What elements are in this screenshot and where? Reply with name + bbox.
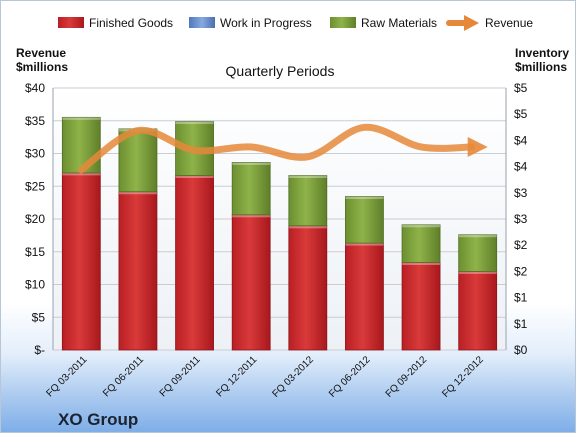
- legend-raw-materials: Raw Materials: [361, 16, 437, 30]
- bar-raw-materials: [231, 162, 271, 216]
- x-tick-label: FQ 03-2012: [270, 354, 316, 400]
- right-tick-label: $1: [514, 291, 528, 305]
- left-tick-label: $-: [34, 343, 45, 357]
- x-tick-label: FQ 12-2011: [214, 354, 259, 399]
- left-tick-label: $20: [25, 212, 45, 226]
- left-axis-title-line2: $millions: [16, 60, 68, 74]
- legend-swatch-revenue: [446, 15, 479, 31]
- bar-highlight: [175, 175, 214, 179]
- bar-finished-goods: [401, 262, 441, 351]
- bar-highlight: [345, 243, 384, 246]
- right-tick-label: $4: [514, 160, 528, 174]
- x-tick-label: FQ 09-2012: [384, 354, 430, 400]
- company-name: XO Group: [58, 410, 138, 429]
- bar-raw-materials: [458, 234, 498, 272]
- left-tick-label: $25: [25, 179, 45, 193]
- right-axis-title-line1: Inventory: [515, 46, 569, 60]
- right-tick-label: $5: [514, 81, 528, 95]
- x-tick-label: FQ 06-2011: [101, 354, 146, 399]
- bar-highlight: [458, 234, 497, 238]
- bar-raw-materials: [345, 196, 384, 244]
- legend-finished-goods: Finished Goods: [89, 16, 173, 30]
- left-tick-label: $35: [25, 114, 45, 128]
- x-tick-label: FQ 03-2011: [44, 354, 89, 399]
- x-axis-ticks: FQ 03-2011 FQ 06-2011 FQ 09-2011 FQ 12-2011…: [44, 354, 486, 400]
- right-tick-label: $2: [514, 238, 528, 252]
- bar-highlight: [458, 271, 497, 274]
- bar-finished-goods: [458, 270, 498, 351]
- chart-title: Quarterly Periods: [226, 63, 335, 79]
- legend-swatch-finished-goods: [58, 17, 84, 28]
- x-tick-label: FQ 06-2012: [327, 354, 373, 400]
- legend-work-in-progress: Work in Progress: [220, 16, 312, 30]
- right-tick-label: $4: [514, 133, 528, 147]
- right-tick-label: $3: [514, 186, 528, 200]
- left-tick-label: $40: [25, 81, 45, 95]
- left-tick-label: $15: [25, 245, 45, 259]
- bar-finished-goods: [118, 191, 158, 351]
- right-tick-label: $5: [514, 107, 528, 121]
- bar-highlight: [118, 191, 157, 195]
- left-axis-title-line1: Revenue: [16, 46, 66, 60]
- revenue-line: [77, 123, 488, 174]
- bar-highlight: [345, 196, 384, 199]
- x-tick-label: FQ 12-2012: [440, 354, 486, 400]
- bar-finished-goods: [288, 225, 328, 351]
- bar-highlight: [62, 117, 101, 120]
- bar-finished-goods: [231, 214, 271, 351]
- bar-raw-materials: [61, 116, 101, 174]
- bar-highlight: [175, 121, 214, 125]
- bar-highlight: [232, 214, 271, 218]
- right-axis-ticks: $0 $1 $1 $2 $2 $3 $3 $4 $4 $5 $5: [514, 81, 528, 357]
- right-axis-title-line2: $millions: [515, 60, 567, 74]
- bar-highlight: [62, 172, 101, 176]
- bar-highlight: [402, 262, 441, 265]
- legend-swatch-raw-materials: [330, 17, 356, 28]
- right-tick-label: $0: [514, 343, 528, 357]
- revenue-arrowhead: [467, 136, 488, 157]
- revenue-line-path: [77, 123, 476, 174]
- bar-highlight: [402, 224, 441, 228]
- left-tick-label: $30: [25, 147, 45, 161]
- bar-raw-materials: [401, 224, 441, 263]
- right-tick-label: $3: [514, 212, 528, 226]
- bar-finished-goods: [175, 175, 214, 351]
- bar-highlight: [288, 175, 327, 179]
- bar-highlight: [288, 225, 327, 229]
- x-tick-label: FQ 09-2011: [158, 354, 203, 399]
- legend: Finished Goods Work in Progress Raw Mate…: [58, 15, 533, 31]
- bar-finished-goods: [345, 242, 384, 351]
- bar-finished-goods: [61, 172, 101, 351]
- legend-swatch-work-in-progress: [189, 17, 215, 28]
- bar-highlight: [232, 162, 271, 165]
- left-axis-ticks: $- $5 $10 $15 $20 $25 $30 $35 $40: [25, 81, 45, 357]
- left-tick-label: $10: [25, 278, 45, 292]
- left-tick-label: $5: [32, 310, 46, 324]
- right-tick-label: $2: [514, 264, 528, 278]
- bar-raw-materials: [288, 175, 328, 227]
- legend-revenue: Revenue: [485, 16, 533, 30]
- right-tick-label: $1: [514, 317, 528, 331]
